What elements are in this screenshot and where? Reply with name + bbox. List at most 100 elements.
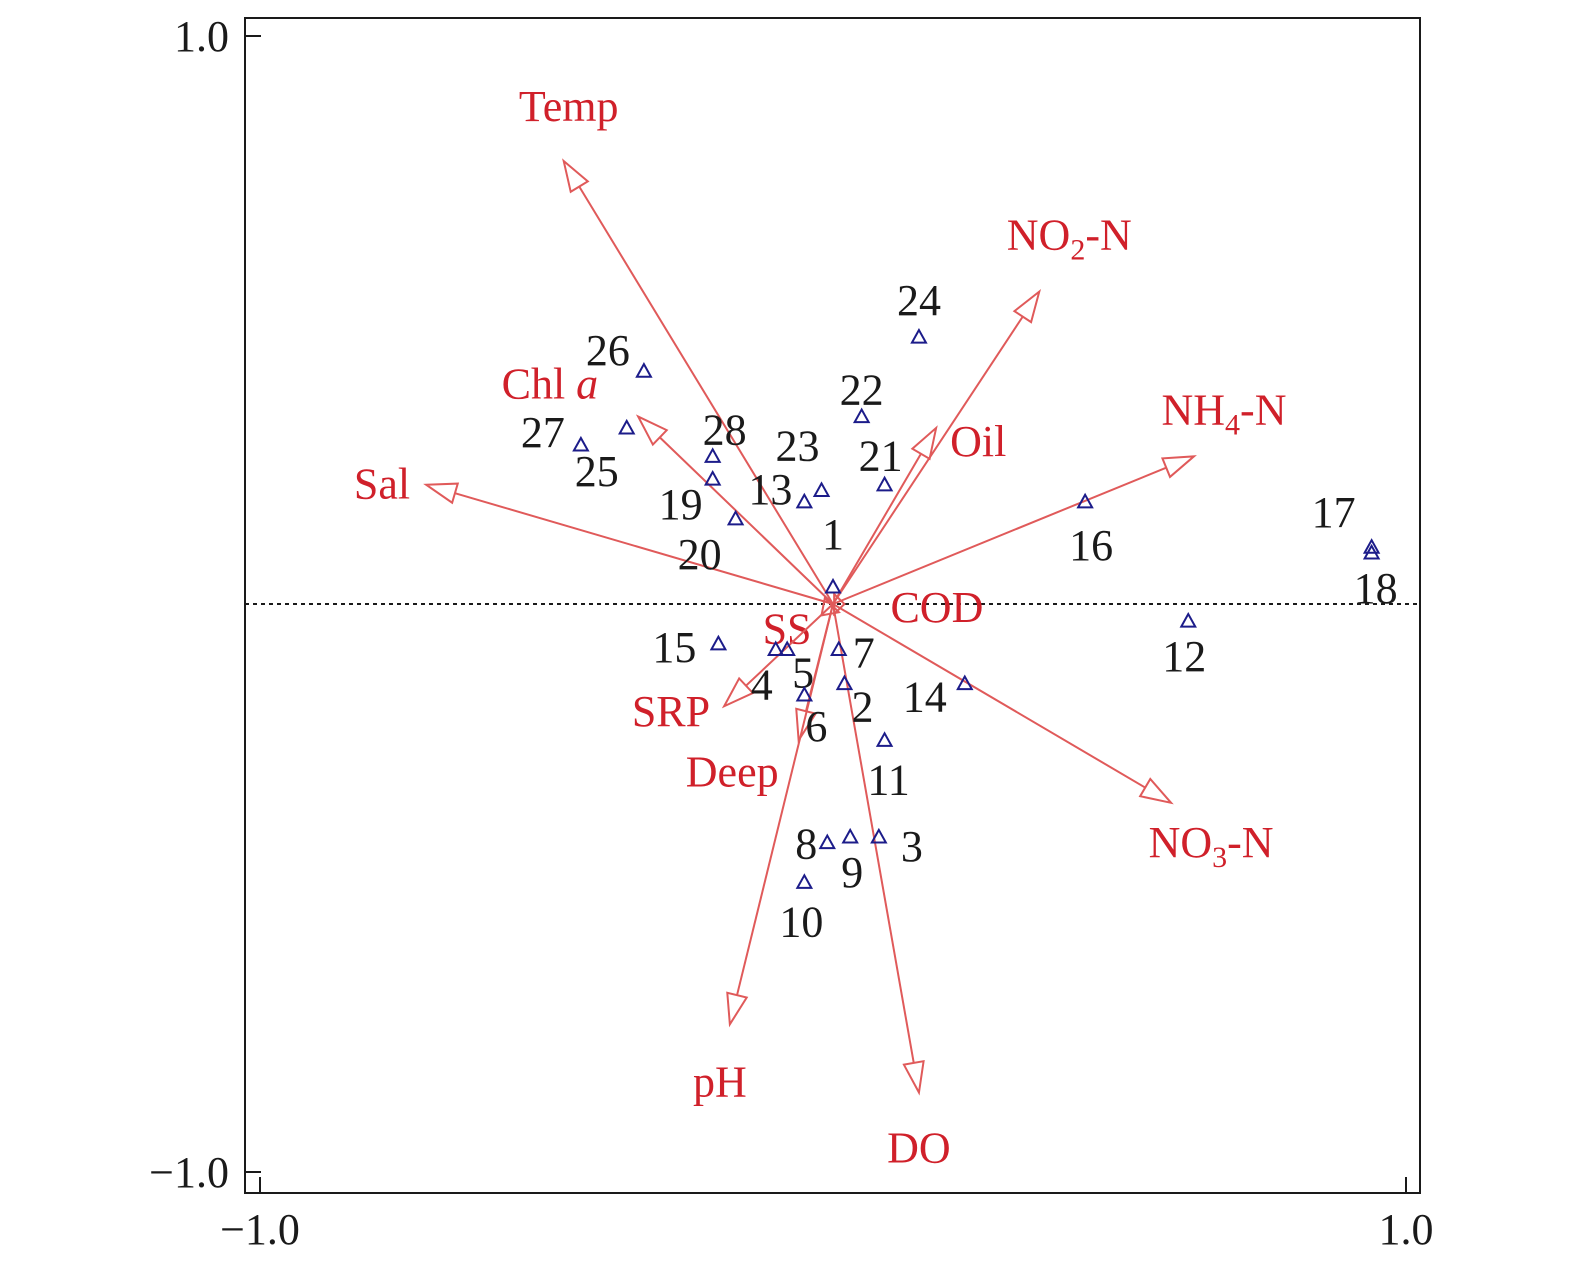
vector-line xyxy=(832,603,1146,789)
site-marker xyxy=(812,481,831,497)
site-label: 22 xyxy=(840,366,884,415)
y-tick-label: −1.0 xyxy=(149,1148,229,1197)
vector-sal: Sal xyxy=(354,460,834,605)
site-marker xyxy=(767,640,785,657)
site-marker xyxy=(703,447,722,463)
vector-ph: pH xyxy=(693,603,834,1106)
site-label: 3 xyxy=(901,822,923,871)
site-marker xyxy=(835,674,854,691)
vector-no3-n: NO3-N xyxy=(832,603,1274,874)
plot-frame xyxy=(244,17,1421,1194)
site-marker xyxy=(1179,611,1197,628)
site-10: 10 xyxy=(779,873,823,946)
site-marker xyxy=(830,640,848,657)
site-marker xyxy=(778,640,796,657)
site-label: 1 xyxy=(822,510,844,559)
site-28: 28 xyxy=(703,405,747,463)
vector-line xyxy=(578,186,834,605)
site-label: 28 xyxy=(703,405,747,454)
site-18: 18 xyxy=(1354,543,1398,613)
vector-srp: SRP xyxy=(632,603,834,736)
vector-label: SS xyxy=(763,604,812,653)
site-label: 16 xyxy=(1069,521,1113,570)
site-5: 5 xyxy=(778,640,814,697)
vector-label: Sal xyxy=(354,460,410,509)
vector-arrowhead xyxy=(1012,288,1042,324)
site-marker xyxy=(795,873,814,889)
site-marker xyxy=(1076,492,1094,509)
site-marker xyxy=(841,827,859,844)
site-marker xyxy=(726,509,745,526)
site-4: 4 xyxy=(751,640,785,709)
site-19: 19 xyxy=(659,469,722,529)
site-marker xyxy=(1362,543,1381,560)
x-tick-label: 1.0 xyxy=(1379,1205,1434,1254)
site-22: 22 xyxy=(840,366,884,424)
site-marker xyxy=(709,634,728,651)
site-label: 11 xyxy=(867,755,909,804)
site-label: 10 xyxy=(779,897,823,946)
site-label: 13 xyxy=(748,465,792,514)
vector-arrowhead xyxy=(1160,455,1197,479)
vector-label: NH4-N xyxy=(1161,385,1286,441)
site-marker xyxy=(818,833,836,850)
site-label: 12 xyxy=(1162,632,1206,681)
vector-label: Deep xyxy=(686,747,779,796)
site-label: 19 xyxy=(659,480,703,529)
site-marker xyxy=(618,418,636,435)
site-3: 3 xyxy=(870,822,923,871)
vector-line xyxy=(736,603,834,996)
vector-label: NO3-N xyxy=(1149,818,1274,874)
vector-oil: Oil xyxy=(832,417,1006,605)
site-14: 14 xyxy=(903,673,974,722)
site-label: 4 xyxy=(751,660,773,709)
vector-label: SRP xyxy=(632,687,710,736)
site-12: 12 xyxy=(1162,611,1206,681)
env-vectors: Temp NO2-N NH4-N Oil Chl a Sal SS COD SRP Deep pH D… xyxy=(354,82,1287,1173)
site-7: 7 xyxy=(830,628,875,677)
vector-arrowhead xyxy=(562,158,590,194)
site-16: 16 xyxy=(1069,492,1113,570)
site-label: 20 xyxy=(678,530,722,579)
vector-label: DO xyxy=(887,1123,951,1172)
site-6: 6 xyxy=(795,685,827,751)
vector-temp: Temp xyxy=(519,82,834,605)
site-label: 17 xyxy=(1312,488,1356,537)
site-marker xyxy=(795,685,814,702)
site-24: 24 xyxy=(897,276,941,344)
site-label: 2 xyxy=(851,683,873,732)
vector-no2-n: NO2-N xyxy=(832,211,1132,605)
vector-line xyxy=(454,492,834,605)
x-tick-label: −1.0 xyxy=(220,1205,300,1254)
site-marker xyxy=(1362,538,1381,554)
y-tick-label: 1.0 xyxy=(174,12,229,61)
vector-line xyxy=(832,316,1024,605)
site-13: 13 xyxy=(748,465,814,514)
site-marker xyxy=(703,469,722,486)
site-marker xyxy=(870,827,888,844)
vector-label: NO2-N xyxy=(1007,211,1132,267)
site-label: 25 xyxy=(575,447,619,496)
site-21: 21 xyxy=(859,432,903,492)
site-26: 26 xyxy=(586,326,653,378)
vector-nh4-n: NH4-N xyxy=(832,385,1286,605)
site-label: 9 xyxy=(841,848,863,897)
vector-ss: SS xyxy=(763,595,841,653)
vector-label: COD xyxy=(890,583,983,632)
site-label: 7 xyxy=(853,628,875,677)
axis-ticks: −1.0 1.0 1.0 −1.0 xyxy=(149,12,1433,1254)
vector-arrowhead xyxy=(721,676,755,709)
site-25: 25 xyxy=(575,418,636,496)
site-marker xyxy=(635,362,653,378)
site-label: 18 xyxy=(1354,564,1398,613)
site-15: 15 xyxy=(652,623,728,672)
site-label: 14 xyxy=(903,673,947,722)
site-label: 5 xyxy=(792,648,814,697)
vector-arrowhead xyxy=(726,991,749,1028)
vector-line xyxy=(832,466,1167,605)
site-2: 2 xyxy=(835,674,873,732)
vector-label: Temp xyxy=(519,82,619,131)
vector-arrowhead xyxy=(1138,777,1174,805)
site-label: 21 xyxy=(859,432,903,481)
